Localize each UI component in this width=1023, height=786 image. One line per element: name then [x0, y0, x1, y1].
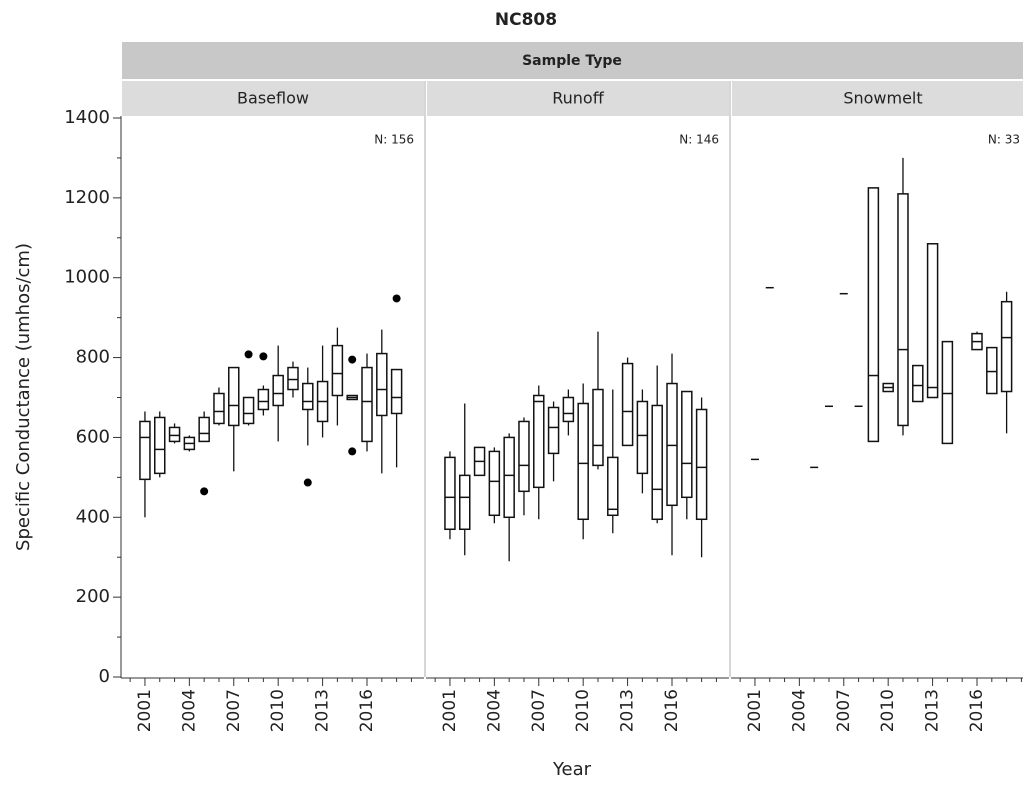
x-tick-label: 2010: [878, 689, 898, 732]
box: [331, 344, 344, 397]
box: [926, 243, 939, 399]
box: [681, 390, 693, 499]
box: [390, 368, 403, 415]
box: [228, 366, 240, 427]
box: [272, 374, 284, 407]
facet-title: Sample Type: [522, 53, 622, 69]
y-axis-label: Specific Conductance (umhos/cm): [13, 243, 34, 551]
box: [547, 406, 560, 455]
box: [636, 400, 649, 475]
x-tick-label: 2016: [357, 689, 377, 732]
facet-header: [122, 42, 1023, 79]
y-tick-label: 1000: [64, 267, 110, 288]
box: [621, 362, 634, 447]
x-tick-label: 2001: [135, 689, 155, 732]
n-label: N: 156: [374, 133, 414, 147]
box: [376, 352, 388, 417]
n-label: N: 33: [988, 133, 1020, 147]
x-tick-label: 2004: [179, 689, 199, 732]
y-tick-label: 400: [76, 506, 110, 527]
box: [986, 346, 998, 395]
x-tick-label: 2001: [440, 689, 460, 732]
box: [941, 340, 954, 445]
x-tick-label: 2016: [967, 689, 987, 732]
y-tick-label: 1200: [64, 187, 110, 208]
y-tick-label: 600: [76, 426, 110, 447]
n-label: N: 146: [679, 133, 719, 147]
y-tick-label: 0: [99, 666, 110, 687]
box: [912, 364, 924, 403]
box: [361, 366, 373, 443]
x-tick-label: 2004: [484, 689, 504, 732]
x-tick-label: 2010: [268, 689, 288, 732]
box: [562, 396, 575, 423]
box: [213, 392, 225, 425]
x-tick-label: 2001: [745, 689, 765, 732]
box: [257, 388, 270, 411]
box: [867, 187, 880, 443]
x-tick-label: 2013: [618, 689, 638, 732]
panel-header: [122, 81, 424, 116]
outlier: [303, 478, 312, 487]
box: [533, 394, 545, 489]
y-tick-label: 200: [76, 586, 110, 607]
x-axis-label: Year: [552, 759, 592, 780]
panel-header: [427, 81, 729, 116]
panel-header: [732, 81, 1023, 116]
box: [444, 456, 456, 531]
box: [607, 456, 619, 517]
x-tick-label: 2010: [573, 689, 593, 732]
box: [897, 193, 909, 427]
outlier: [392, 294, 401, 303]
x-tick-label: 2007: [529, 689, 549, 732]
y-tick-label: 1400: [64, 107, 110, 128]
box: [139, 420, 151, 481]
panel-label: Baseflow: [237, 89, 309, 108]
box: [302, 382, 314, 411]
box: [459, 474, 471, 531]
box: [518, 420, 530, 493]
box: [503, 436, 515, 519]
box: [168, 426, 181, 443]
box: [695, 408, 708, 521]
box: [488, 450, 501, 517]
x-tick-label: 2013: [923, 689, 943, 732]
outlier: [348, 355, 357, 364]
box: [592, 388, 604, 467]
x-tick-label: 2016: [662, 689, 682, 732]
outlier: [348, 447, 357, 456]
x-tick-label: 2013: [313, 689, 333, 732]
box: [1000, 300, 1013, 393]
panel-label: Snowmelt: [843, 89, 922, 108]
box: [577, 402, 589, 521]
y-tick-label: 800: [76, 347, 110, 368]
x-tick-label: 2004: [789, 689, 809, 732]
box: [242, 396, 255, 425]
outlier: [200, 487, 209, 496]
panel-label: Runoff: [552, 89, 604, 108]
box: [287, 366, 299, 391]
box: [154, 416, 166, 475]
outlier: [244, 350, 253, 359]
outlier: [259, 352, 268, 361]
box: [198, 416, 210, 443]
x-tick-label: 2007: [834, 689, 854, 732]
chart-title: NC808: [495, 10, 557, 30]
box: [666, 382, 678, 507]
x-tick-label: 2007: [224, 689, 244, 732]
box: [651, 404, 663, 521]
